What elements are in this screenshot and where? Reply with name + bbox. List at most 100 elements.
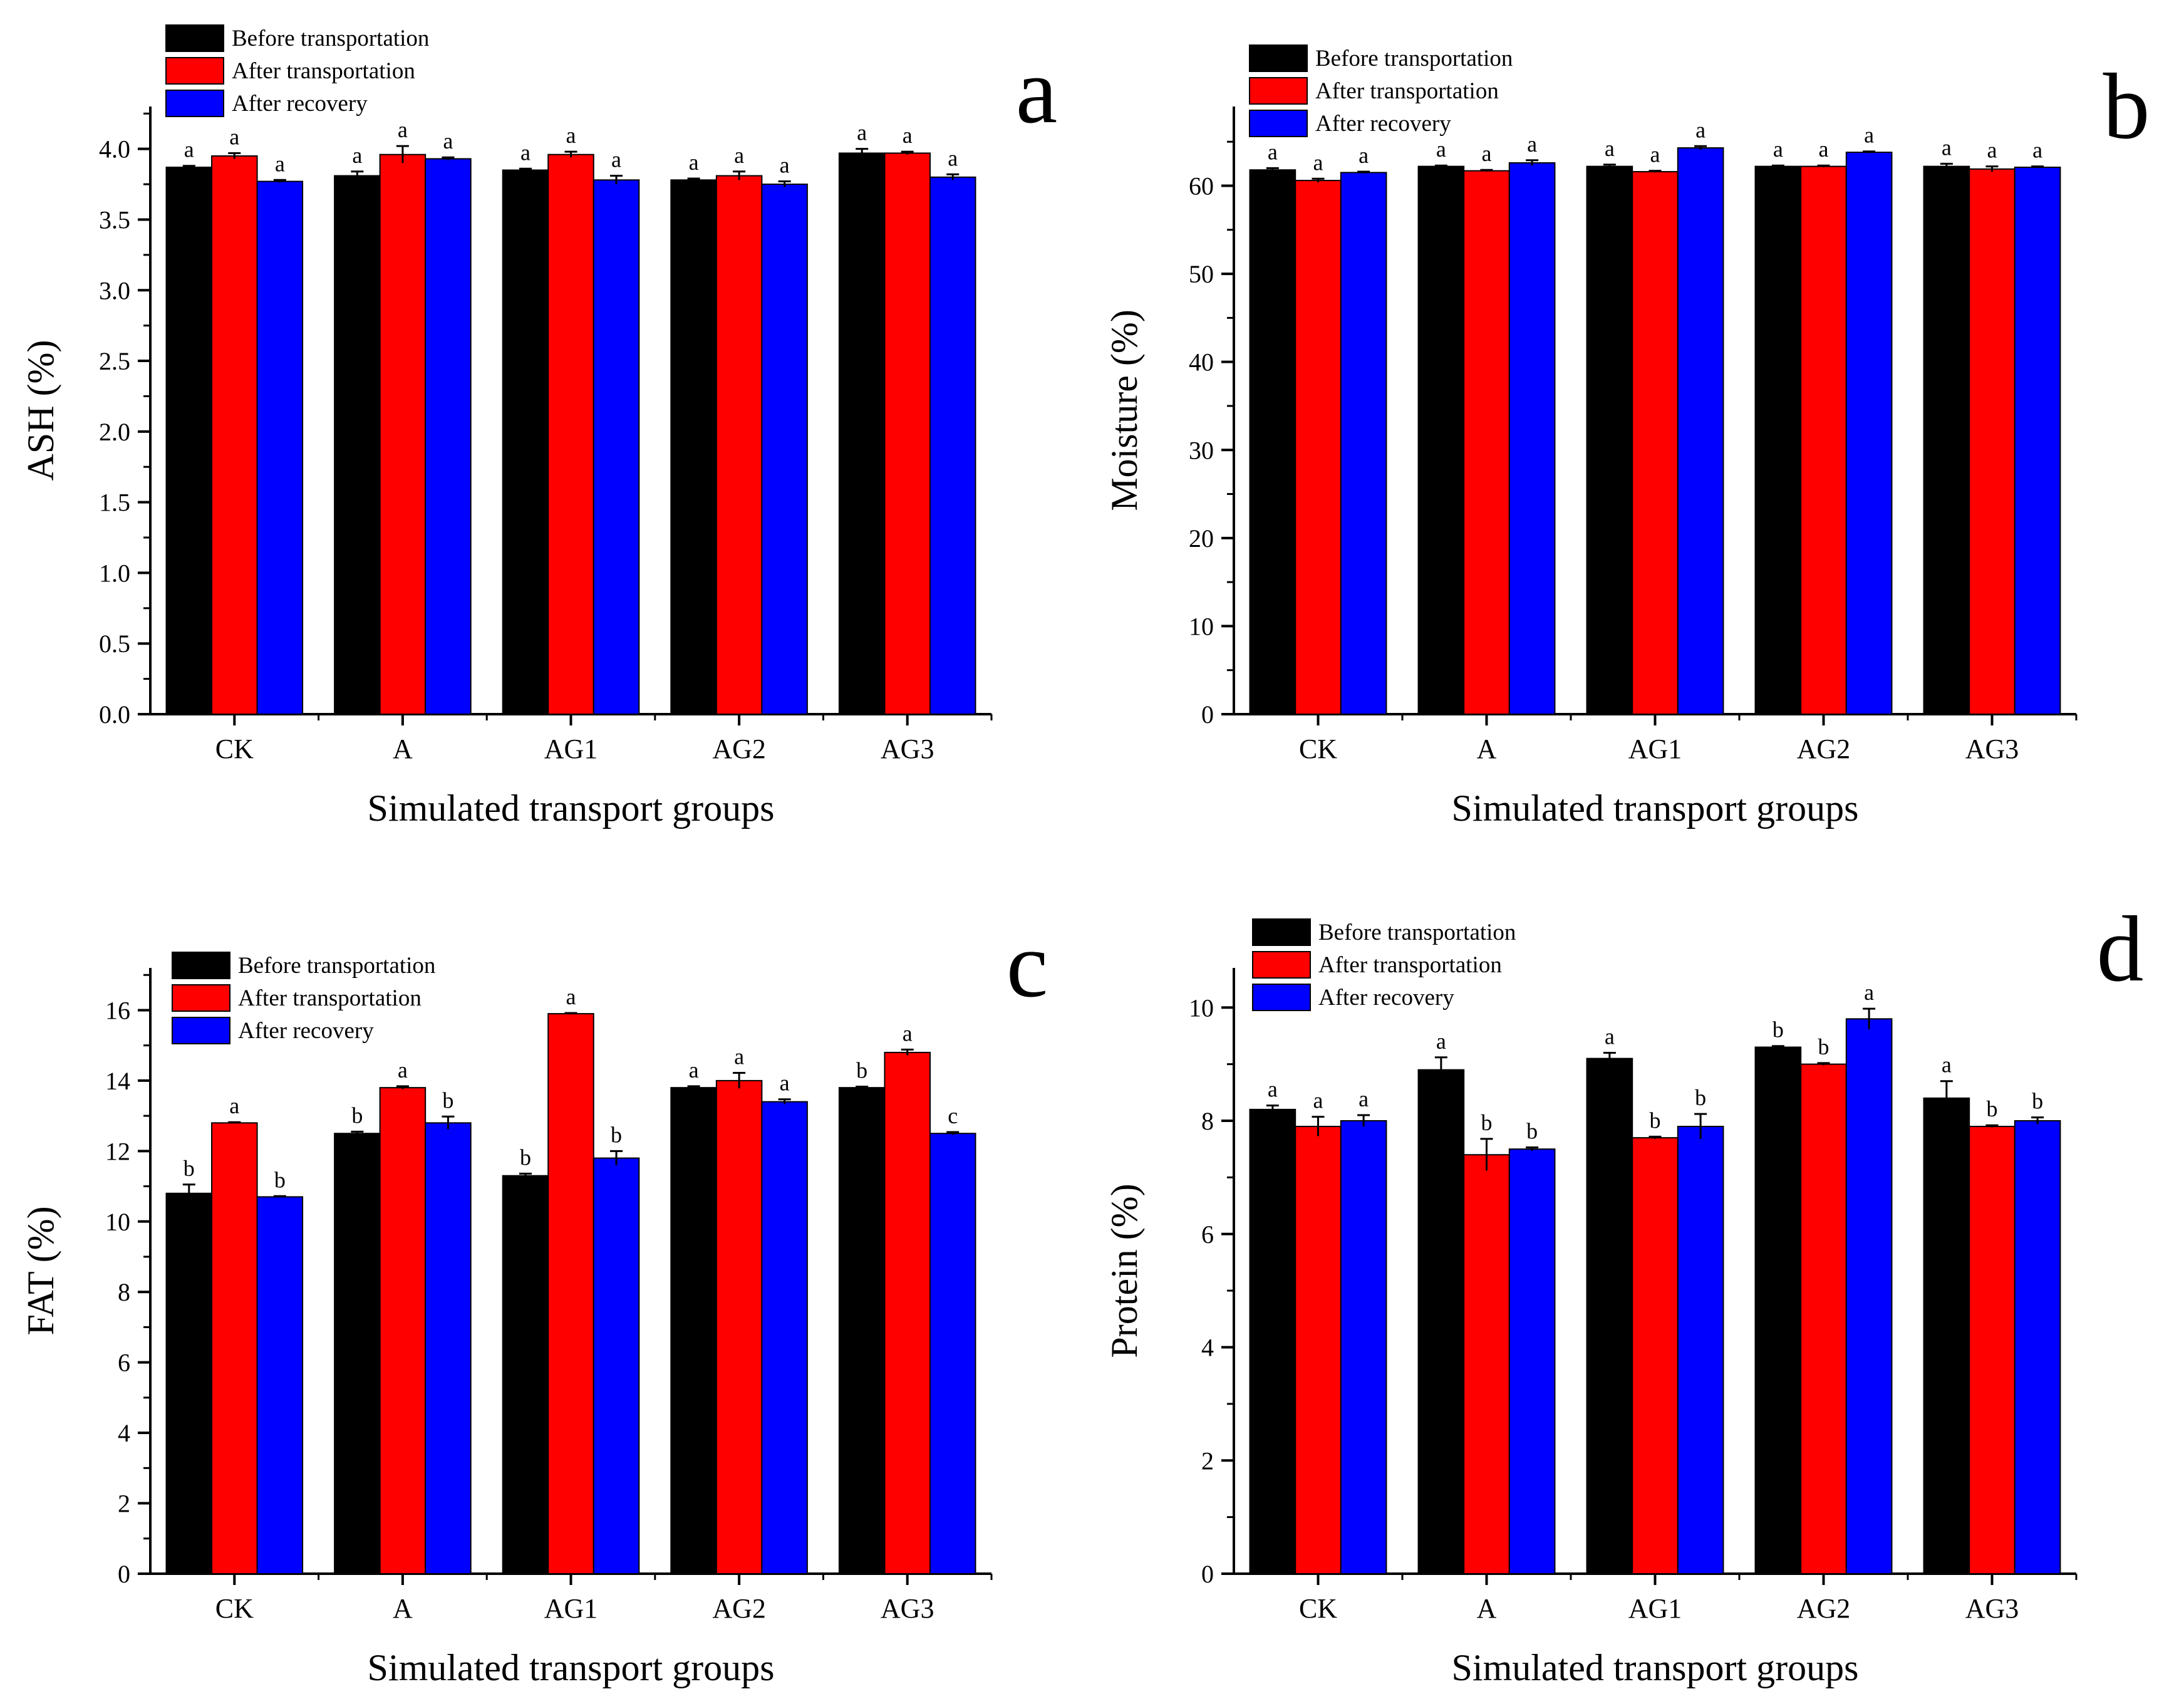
significance-label: b: [1481, 1110, 1493, 1135]
bar-a-AG2-s0: [670, 179, 717, 715]
category-label: AG2: [1797, 1593, 1851, 1624]
bar-d-A-s0: [1417, 1069, 1465, 1574]
y-tick-label: 40: [1189, 348, 1214, 377]
bar-a-AG2-s1: [715, 175, 763, 715]
category-label: AG3: [881, 1593, 934, 1624]
bar-d-CK-s2: [1340, 1120, 1387, 1575]
significance-label: a: [1987, 138, 1997, 163]
significance-label: b: [611, 1122, 622, 1147]
y-tick-label: 16: [105, 996, 130, 1024]
legend-swatch-0: [1252, 918, 1311, 946]
y-tick-label: 1.5: [99, 489, 130, 517]
y-tick-label: 0: [1201, 700, 1214, 729]
category-label: CK: [1299, 1593, 1337, 1624]
y-tick-label: 10: [105, 1208, 130, 1236]
significance-label: a: [1605, 136, 1615, 161]
panel-letter: a: [1016, 39, 1058, 143]
bar-d-AG1-s0: [1586, 1057, 1633, 1574]
bar-c-A-s2: [425, 1122, 472, 1574]
bar-d-CK-s0: [1249, 1108, 1296, 1574]
y-axis-title: ASH (%): [20, 340, 61, 481]
y-tick-label: 10: [1189, 994, 1214, 1022]
x-axis-title: Simulated transport groups: [368, 787, 775, 829]
y-tick-label: 2.0: [99, 418, 130, 446]
category-label: A: [393, 1593, 413, 1624]
significance-label: a: [275, 151, 285, 176]
legend: Before transportation After transportatio…: [1249, 44, 1513, 137]
bar-d-AG2-s1: [1800, 1063, 1847, 1574]
bar-b-AG1-s1: [1632, 171, 1679, 715]
significance-label: b: [1650, 1108, 1661, 1133]
category-label: AG3: [1965, 734, 2019, 764]
significance-label: b: [274, 1167, 286, 1192]
significance-label: a: [566, 984, 576, 1009]
legend: Before transportation After transportatio…: [172, 952, 435, 1044]
bar-b-AG2-s0: [1754, 165, 1802, 715]
significance-label: a: [520, 140, 530, 165]
legend-swatch-2: [172, 1017, 230, 1044]
significance-label: c: [948, 1103, 958, 1128]
category-label: AG1: [544, 734, 598, 764]
bar-d-AG3-s2: [2014, 1120, 2061, 1575]
legend-label: Before transportation: [1315, 46, 1513, 71]
bar-d-CK-s1: [1295, 1126, 1342, 1574]
category-label: AG1: [1628, 1593, 1682, 1624]
y-tick-label: 2.5: [99, 347, 130, 375]
legend-label: After transportation: [1315, 78, 1499, 104]
significance-label: a: [1313, 1088, 1323, 1113]
significance-label: a: [1773, 137, 1783, 162]
panel-letter: c: [1007, 913, 1048, 1017]
bar-a-AG3-s1: [884, 152, 931, 715]
bar-a-AG3-s2: [929, 176, 976, 715]
legend-swatch-0: [165, 24, 224, 52]
significance-label: b: [442, 1088, 453, 1113]
significance-label: a: [1942, 135, 1952, 160]
y-tick-label: 4.0: [99, 135, 130, 164]
y-tick-label: 30: [1189, 436, 1214, 464]
legend-label: Before transportation: [1318, 920, 1516, 945]
significance-label: b: [1526, 1118, 1538, 1143]
panel-letter: b: [2103, 55, 2150, 158]
bar-b-AG3-s2: [2014, 167, 2061, 715]
significance-label: a: [903, 123, 913, 148]
panel-a: 0.0 0.5 1.0 1.5 2.0 2.5 3.0 3.5 4.0 CK a a a Aa a a AG1 a…: [20, 24, 1058, 829]
y-tick-label: 60: [1189, 172, 1214, 200]
y-axis-title: Moisture (%): [1104, 309, 1145, 511]
legend-label: Before transportation: [238, 953, 435, 979]
significance-label: a: [780, 1071, 790, 1096]
legend-swatch-0: [1249, 44, 1308, 72]
significance-label: a: [780, 153, 790, 178]
significance-label: a: [1864, 980, 1874, 1005]
significance-label: a: [1527, 132, 1537, 157]
bar-a-AG1-s0: [502, 169, 549, 715]
x-axis-title: Simulated transport groups: [1452, 787, 1859, 829]
bar-b-AG2-s1: [1800, 165, 1847, 715]
significance-label: b: [520, 1145, 531, 1170]
legend-swatch-1: [1252, 951, 1311, 979]
category-label: AG1: [1628, 734, 1682, 764]
y-tick-label: 14: [105, 1067, 130, 1095]
bar-c-A-s0: [334, 1133, 381, 1575]
bar-c-AG1-s0: [502, 1175, 549, 1574]
category-label: A: [1477, 734, 1497, 764]
y-tick-label: 0.0: [99, 700, 130, 729]
bar-d-A-s1: [1463, 1154, 1510, 1574]
panel-letter: d: [2097, 897, 2144, 1001]
bar-c-A-s1: [379, 1087, 427, 1574]
bar-c-CK-s0: [165, 1192, 213, 1574]
significance-label: a: [734, 1044, 744, 1069]
significance-label: a: [611, 147, 621, 172]
bar-b-CK-s0: [1249, 169, 1296, 715]
bar-c-AG1-s1: [547, 1013, 594, 1574]
bar-c-AG3-s0: [838, 1087, 886, 1574]
bar-d-AG1-s1: [1632, 1137, 1679, 1574]
significance-label: a: [857, 120, 867, 145]
category-label: AG2: [1797, 734, 1851, 764]
bar-c-AG2-s1: [715, 1079, 763, 1574]
bar-c-CK-s2: [256, 1196, 304, 1574]
significance-label: a: [1268, 139, 1278, 164]
significance-label: a: [184, 137, 194, 162]
y-tick-label: 0: [1201, 1560, 1214, 1588]
legend-label: Before transportation: [232, 26, 429, 51]
